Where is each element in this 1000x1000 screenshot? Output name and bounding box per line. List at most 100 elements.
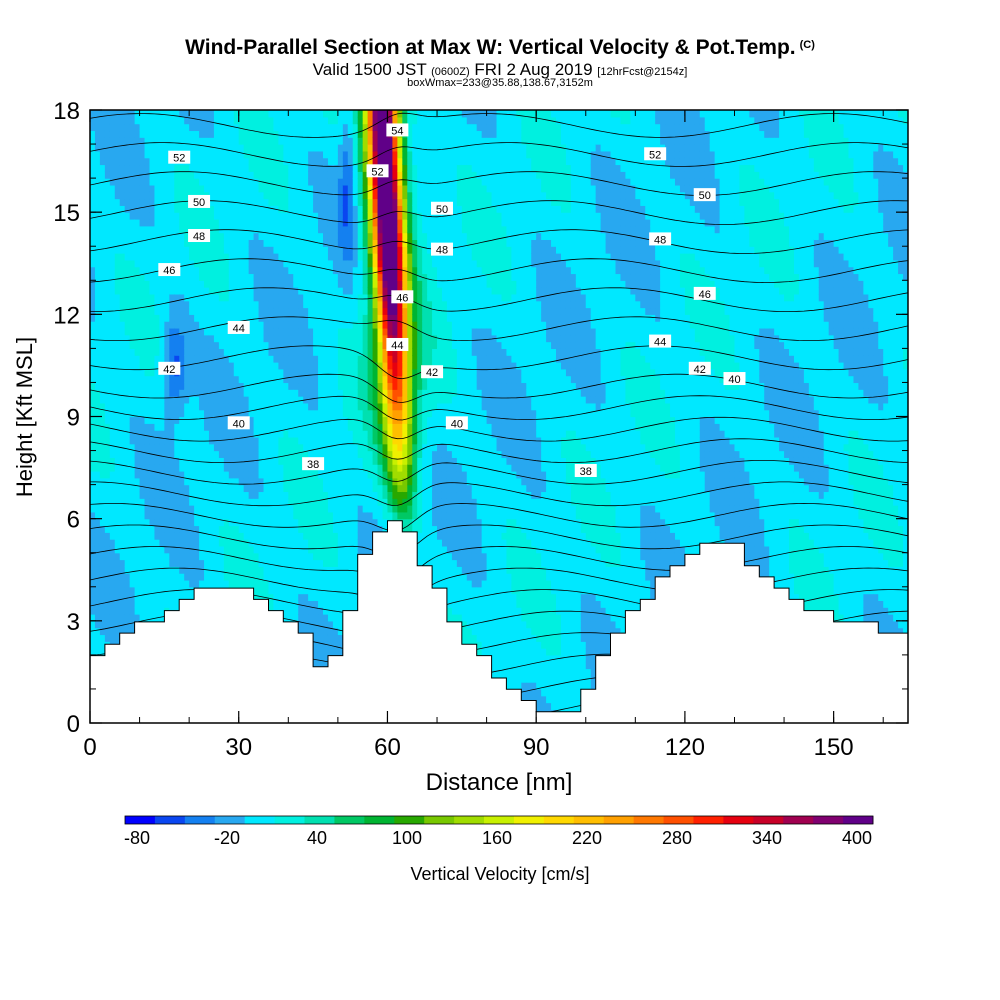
isentrope-line <box>90 373 908 403</box>
x-tick-label: 30 <box>225 734 252 761</box>
contour-label: 46 <box>158 263 181 277</box>
isentrope-line <box>90 481 908 507</box>
colorbar-swatch <box>513 816 545 824</box>
x-tick-label: 0 <box>83 734 96 761</box>
colorbar-swatch <box>424 816 455 824</box>
axes: 0 30 60 90 120 150 0 3 6 9 12 15 18 <box>53 98 908 761</box>
colorbar-swatch <box>603 816 635 824</box>
colorbar-swatch <box>693 816 724 824</box>
colorbar-swatch <box>274 816 305 824</box>
valid-date: FRI 2 Aug 2019 <box>474 60 593 79</box>
colorbar-tick-label: 40 <box>307 828 327 848</box>
contour-label: 42 <box>158 361 181 376</box>
contour-label: 48 <box>430 242 453 257</box>
isentrope-line <box>90 47 908 79</box>
colorbar-tick-label: 160 <box>482 828 512 848</box>
contour-label: 48 <box>188 229 211 243</box>
colorbar-swatch <box>753 816 784 824</box>
chart-subtitle: Valid 1500 JST (0600Z) FRI 2 Aug 2019 [1… <box>312 60 688 79</box>
isentrope-line <box>90 16 908 51</box>
colorbar-swatch <box>543 816 575 824</box>
x-tick-label: 150 <box>814 734 854 761</box>
colorbar-tick-label: -20 <box>214 828 240 848</box>
contour-label: 44 <box>386 337 409 352</box>
isentrope-line <box>90 258 908 283</box>
contour-label: 40 <box>445 416 468 430</box>
colorbar-swatch <box>304 816 335 824</box>
y-tick-label: 3 <box>67 609 80 636</box>
contour-label: 44 <box>227 320 250 335</box>
colorbar-swatch <box>633 816 664 824</box>
contour-label: 42 <box>688 361 711 376</box>
colorbar-swatch <box>244 816 275 824</box>
contour-label: 52 <box>168 150 191 165</box>
y-tick-label: 9 <box>67 405 80 432</box>
isentrope-line <box>90 438 908 463</box>
colorbar-swatch <box>484 816 515 824</box>
isentrope-line <box>90 200 908 225</box>
isentrope-line <box>90 460 908 485</box>
isentrope-line <box>90 80 908 109</box>
isentrope-line <box>90 229 908 254</box>
contour-label: 48 <box>649 232 672 246</box>
colorbar-swatch <box>454 816 485 824</box>
isentrope-line <box>90 0 908 21</box>
isentrope-line <box>90 416 908 442</box>
contour-label: 40 <box>723 372 746 386</box>
terrain-profile <box>90 520 908 723</box>
colorbar-frame <box>124 815 874 825</box>
colorbar-tick-label: 400 <box>842 828 872 848</box>
colorbar-swatch <box>813 816 844 824</box>
chart-title: Wind-Parallel Section at Max W: Vertical… <box>185 36 815 59</box>
colorbar-swatch <box>184 816 216 824</box>
colorbar-tick-label: 340 <box>752 828 782 848</box>
contour-label: 50 <box>430 201 453 216</box>
y-axis-label: Height [Kft MSL] <box>12 337 37 497</box>
colorbar-swatch <box>723 816 754 824</box>
isentrope-line <box>90 546 908 584</box>
colorbar-swatch <box>394 816 425 824</box>
isentrope-line <box>90 502 908 532</box>
colorbar-swatch <box>154 816 186 824</box>
contour-label: 52 <box>366 164 389 178</box>
contour-label: 38 <box>574 463 597 478</box>
isentrope-line <box>90 395 908 421</box>
colorbar-swatch <box>214 816 246 824</box>
isentrope-line <box>90 287 908 312</box>
contour-label: 50 <box>188 194 211 209</box>
contour-label: 40 <box>227 416 250 430</box>
terrain-mask <box>90 520 908 723</box>
x-tick-label: 60 <box>374 734 401 761</box>
valid-utc: (0600Z) <box>431 66 470 78</box>
y-tick-label: 18 <box>53 98 80 125</box>
colorbar-tick-label: 280 <box>662 828 692 848</box>
colorbar-swatch <box>843 816 874 824</box>
colorbar-tick-label: 100 <box>392 828 422 848</box>
x-tick-label: 90 <box>523 734 550 761</box>
isentrope-line <box>90 112 908 138</box>
contour-label: 42 <box>421 365 444 379</box>
forecast-info: [12hrFcst@2154z] <box>597 66 688 78</box>
colorbar: -80 -20 40 100 160 220 280 340 400 <box>124 815 874 848</box>
x-axis-label: Distance [nm] <box>426 769 573 796</box>
colorbar-label: Vertical Velocity [cm/s] <box>410 864 589 884</box>
contour-label: 44 <box>649 334 672 349</box>
x-tick-label: 120 <box>665 734 705 761</box>
contour-label: 50 <box>693 188 716 202</box>
contour-label: 46 <box>693 286 716 301</box>
contour-label: 52 <box>644 147 667 161</box>
y-tick-label: 12 <box>53 302 80 329</box>
y-tick-label: 6 <box>67 507 80 534</box>
colorbar-swatch <box>125 816 156 824</box>
title-units-mark: (C) <box>799 39 815 51</box>
isentrope-line <box>90 345 908 380</box>
isentrope-line <box>90 316 908 341</box>
y-tick-label: 15 <box>53 200 80 227</box>
colorbar-tick-label: 220 <box>572 828 602 848</box>
contour-label: 46 <box>391 290 414 304</box>
colorbar-swatch <box>364 816 395 824</box>
box-info: boxWmax=233@35.88,138.67,3152m <box>407 77 593 89</box>
isentrope-line <box>90 171 908 196</box>
isentrope-line <box>90 524 908 558</box>
